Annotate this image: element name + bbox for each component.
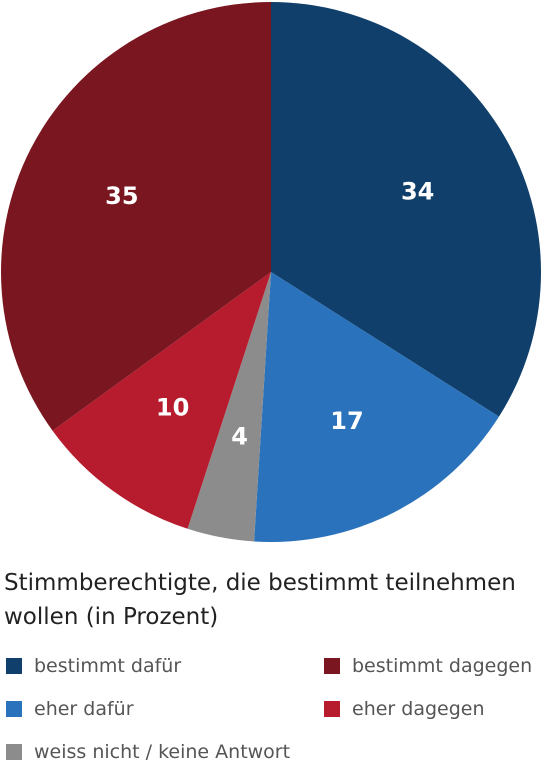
pie-slice-eher-dafuer [254, 272, 499, 543]
legend-swatch [324, 658, 340, 674]
pie-value-labels: 34 17 4 10 35 [105, 177, 434, 450]
chart-caption: Stimmberechtigte, die bestimmt teilnehme… [4, 570, 516, 630]
pie-value-label-weiss-nicht-keine-antwort: 4 [231, 422, 248, 450]
pie-value-label-eher-dagegen: 10 [156, 393, 189, 421]
legend-item-bestimmt-dafuer: bestimmt dafür [6, 651, 181, 681]
legend-label: eher dafür [34, 698, 134, 720]
pie-slice-eher-dagegen [52, 272, 271, 529]
legend-item-eher-dafuer: eher dafür [6, 694, 134, 724]
legend-swatch [324, 701, 340, 717]
pie-value-label-eher-dafuer: 17 [330, 407, 363, 435]
legend-item-weiss-nicht: weiss nicht / keine Antwort [6, 737, 290, 767]
legend-swatch [6, 658, 22, 674]
legend-label: bestimmt dafür [34, 655, 182, 677]
pie-value-label-bestimmt-dagegen: 35 [105, 182, 138, 210]
pie-slice-weiss-nicht-keine-antwort [187, 272, 271, 542]
pie-slices [1, 2, 541, 543]
pie-chart: 34 17 4 10 35 [1, 2, 541, 543]
legend-label: eher dagegen [352, 698, 485, 720]
legend-item-bestimmt-dagegen: bestimmt dagegen [324, 651, 532, 681]
pie-slice-bestimmt-dagegen [1, 2, 272, 431]
legend-swatch [6, 701, 22, 717]
legend-item-eher-dagegen: eher dagegen [324, 694, 485, 724]
legend-swatch [6, 744, 22, 760]
pie-value-label-bestimmt-dafuer: 34 [401, 177, 434, 205]
legend-label: bestimmt dagegen [352, 655, 533, 677]
pie-slice-bestimmt-dafuer [271, 2, 541, 417]
legend-label: weiss nicht / keine Antwort [34, 741, 291, 763]
